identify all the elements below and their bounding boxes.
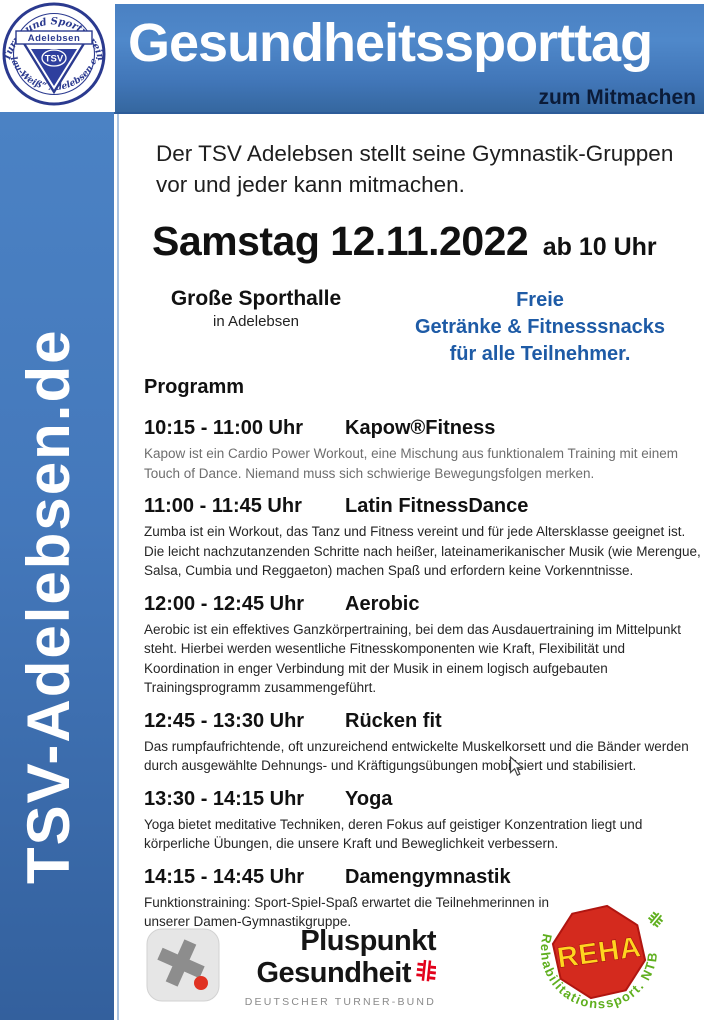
pluspunkt-line2-row: Gesundheit: [236, 957, 437, 991]
program-item-title: 13:30 - 14:15 Uhr Yoga: [144, 786, 704, 812]
reha-logo: REHA Rehabilitationssport. NTB: [515, 882, 683, 1020]
perk-block: Freie Getränke & Fitnesssnacks für alle …: [390, 287, 690, 368]
page-title: Gesundheitssporttag: [128, 13, 653, 73]
perk-line: für alle Teilnehmer.: [449, 343, 631, 365]
program-item-desc: Das rumpfaufrichtende, oft unzureichend …: [144, 738, 689, 774]
venue-name: Große Sporthalle: [170, 287, 342, 310]
program-item-title: 10:15 - 11:00 Uhr Kapow®Fitness: [144, 415, 704, 441]
program-item-desc: Aerobic ist ein effektives Ganzkörpertra…: [144, 621, 682, 696]
tsv-club-logo-icon: Turn- und Sportverein „Blau-Weiß“ Adeleb…: [0, 0, 106, 106]
program-item: 10:15 - 11:00 Uhr Kapow®Fitness Kapow ist…: [144, 415, 704, 483]
pluspunkt-line2: Gesundheit: [256, 957, 411, 989]
page-subtitle: zum Mitmachen: [538, 86, 696, 109]
dtb-caption: DEUTSCHER TURNER-BUND: [244, 996, 436, 1008]
venue-sub: in Adelebsen: [213, 313, 299, 330]
dtb-mark-icon: [416, 958, 437, 991]
program-item-desc: Funktionstraining: Sport-Spiel-Spaß erwa…: [144, 894, 549, 930]
website-url-vertical: TSV-Adelebsen.de: [15, 328, 82, 884]
club-logo-box: Turn- und Sportverein „Blau-Weiß“ Adeleb…: [0, 0, 115, 112]
program-item-name: Damengymnastik: [345, 865, 511, 888]
main-content: Der TSV Adelebsen stellt seine Gymnastik…: [126, 112, 704, 1020]
program-item-time: 12:00 - 12:45 Uhr: [144, 592, 305, 615]
program-item-time: 11:00 - 11:45 Uhr: [144, 495, 302, 517]
program-item-time: 12:45 - 13:30 Uhr: [144, 709, 305, 732]
program-item: 12:00 - 12:45 Uhr Aerobic Aerobic ist ein…: [144, 591, 704, 698]
program-item-time: 14:15 - 14:45 Uhr: [144, 865, 305, 888]
program-item: 11:00 - 11:45 Uhr Latin FitnessDance Zumb…: [144, 493, 704, 581]
program-item-name: Yoga: [345, 787, 393, 810]
program-item: 14:15 - 14:45 Uhr Damengymnastik Funktion…: [144, 864, 704, 932]
date-main: Samstag 12.11.2022: [152, 218, 529, 264]
venue-block: Große Sporthalle in Adelebsen: [126, 287, 386, 368]
program-item-name: Aerobic: [345, 592, 420, 615]
program-item-title: 12:00 - 12:45 Uhr Aerobic: [144, 591, 704, 617]
date-heading: Samstag 12.11.2022 ab 10 Uhr: [152, 218, 704, 265]
reha-octagon: [551, 904, 647, 1000]
perk-line: Freie: [516, 289, 564, 311]
logo-initials-text: TSV: [45, 54, 64, 65]
ntb-mark-icon: [647, 911, 664, 928]
program-item-name: Latin FitnessDance: [345, 495, 529, 517]
program-item-time: 10:15 - 11:00 Uhr: [144, 417, 303, 439]
pluspunkt-line1: Pluspunkt: [300, 925, 436, 957]
header-band: Gesundheitssporttag zum Mitmachen: [110, 4, 704, 114]
logo-banner-text: Adelebsen: [28, 33, 81, 44]
program-item-title: 12:45 - 13:30 Uhr Rücken fit: [144, 708, 704, 734]
program-item: 12:45 - 13:30 Uhr Rücken fit Das rumpfauf…: [144, 708, 704, 776]
program-item-desc: Zumba ist ein Workout, das Tanz und Fitn…: [144, 524, 701, 578]
program-item-title: 14:15 - 14:45 Uhr Damengymnastik: [144, 864, 704, 890]
program-item-title: 11:00 - 11:45 Uhr Latin FitnessDance: [144, 493, 704, 519]
sidebar-band: [0, 112, 114, 1020]
sidebar-edge-line: [117, 112, 119, 1020]
program-heading: Programm: [144, 376, 245, 398]
pluspunkt-logo-icon: [146, 928, 220, 1007]
program-item-desc: Kapow ist ein Cardio Power Workout, eine…: [144, 446, 679, 481]
venue-perk-row: Große Sporthalle in Adelebsen Freie Getr…: [126, 287, 704, 368]
program-item-time: 13:30 - 14:15 Uhr: [144, 787, 305, 810]
program-item: 13:30 - 14:15 Uhr Yoga Yoga bietet medita…: [144, 786, 704, 854]
intro-text: Der TSV Adelebsen stellt seine Gymnastik…: [156, 141, 674, 197]
program-item-name: Kapow®Fitness: [345, 417, 496, 439]
program-item-name: Rücken fit: [345, 709, 442, 732]
mouse-cursor-icon: [509, 755, 524, 783]
perk-line: Getränke & Fitnesssnacks: [414, 316, 666, 338]
date-suffix: ab 10 Uhr: [542, 233, 657, 261]
pluspunkt-logo-text: Pluspunkt Gesundheit DEUTSCHER TURNER-BU…: [236, 925, 437, 1008]
program-list: 10:15 - 11:00 Uhr Kapow®Fitness Kapow ist…: [144, 415, 704, 932]
program-item-desc: Yoga bietet meditative Techniken, deren …: [144, 816, 643, 852]
